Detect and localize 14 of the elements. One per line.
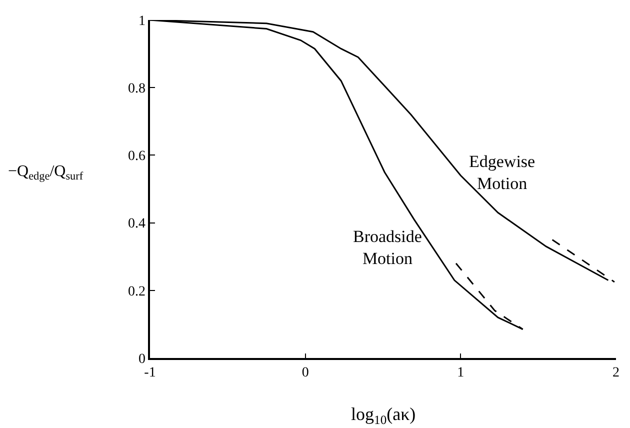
y-axis-title: −Q$_{edge}$/Q$_{surf}$	[8, 163, 84, 182]
x-tick-label: 0	[302, 366, 309, 381]
x-tick-label: 2	[612, 366, 620, 381]
x-axis-title: log$_{10}$(aκ)	[351, 404, 416, 427]
annotation: Edgewise Motion	[469, 152, 536, 194]
y-tick-label: 0	[138, 352, 146, 367]
y-tick-label: 0.6	[128, 149, 146, 164]
annotation: Broadside Motion	[353, 227, 422, 268]
x-tick-label: 1	[457, 366, 464, 381]
y-tick-label: 1	[138, 14, 146, 29]
y-tick-label: 0.4	[128, 216, 146, 232]
y-tick-label: 0.2	[128, 284, 146, 300]
y-tick-label: 0.8	[128, 82, 146, 96]
x-tick-label: -1	[144, 366, 156, 381]
